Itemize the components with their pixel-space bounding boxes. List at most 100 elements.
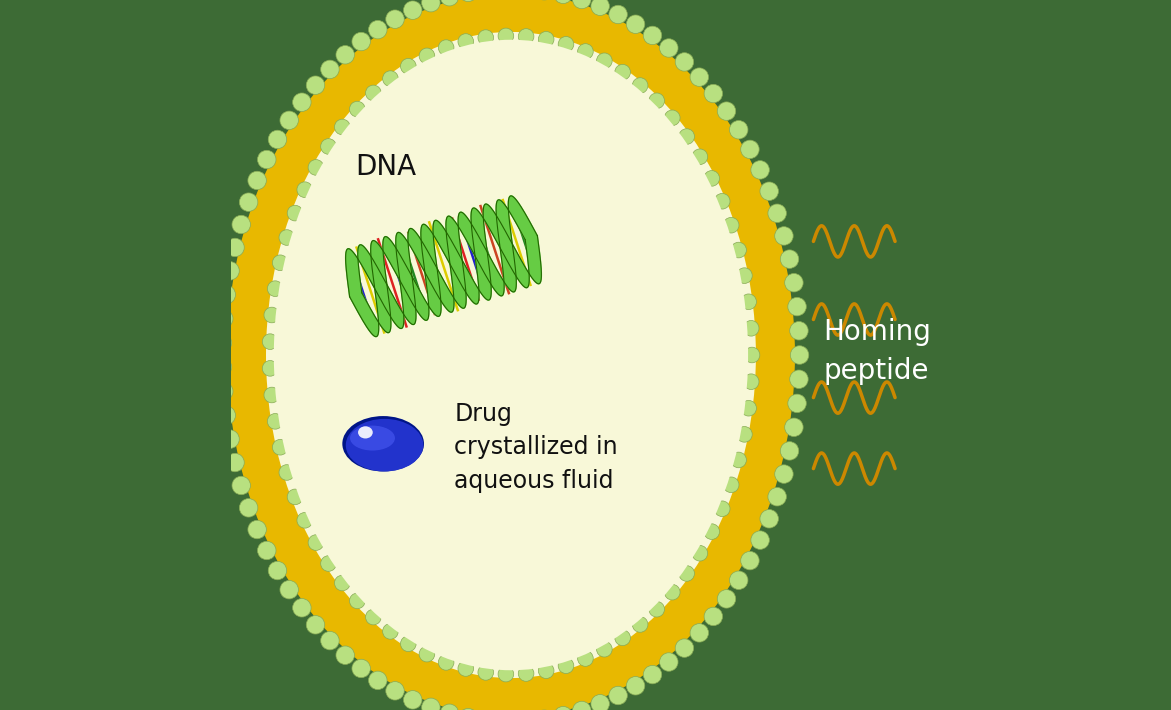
Circle shape xyxy=(649,93,664,109)
Circle shape xyxy=(737,427,752,442)
Circle shape xyxy=(718,102,735,121)
Circle shape xyxy=(577,44,594,60)
Circle shape xyxy=(297,182,313,197)
Circle shape xyxy=(664,110,680,126)
Polygon shape xyxy=(345,196,537,329)
Circle shape xyxy=(760,510,779,528)
Circle shape xyxy=(741,140,759,158)
Circle shape xyxy=(692,545,707,561)
Circle shape xyxy=(336,45,355,64)
Circle shape xyxy=(643,26,662,45)
Circle shape xyxy=(788,297,807,316)
Circle shape xyxy=(785,418,803,437)
Circle shape xyxy=(279,464,295,480)
Ellipse shape xyxy=(227,0,795,710)
Circle shape xyxy=(458,33,473,49)
Circle shape xyxy=(573,701,591,710)
Circle shape xyxy=(730,121,748,139)
Circle shape xyxy=(596,641,612,657)
Circle shape xyxy=(643,665,662,684)
Circle shape xyxy=(365,609,382,625)
Circle shape xyxy=(744,374,759,390)
Circle shape xyxy=(239,193,258,212)
Circle shape xyxy=(615,630,630,645)
Circle shape xyxy=(221,262,239,280)
Circle shape xyxy=(273,439,288,455)
Circle shape xyxy=(321,138,336,154)
Circle shape xyxy=(760,182,779,200)
Circle shape xyxy=(741,294,756,310)
Circle shape xyxy=(268,130,287,148)
Circle shape xyxy=(659,39,678,58)
Circle shape xyxy=(775,226,793,245)
Circle shape xyxy=(400,58,416,74)
Circle shape xyxy=(404,691,422,709)
Circle shape xyxy=(267,413,283,429)
Circle shape xyxy=(609,687,628,705)
Circle shape xyxy=(649,601,664,617)
Circle shape xyxy=(731,242,746,258)
Circle shape xyxy=(690,68,708,87)
Ellipse shape xyxy=(350,425,395,451)
Circle shape xyxy=(438,655,454,670)
Circle shape xyxy=(554,0,573,4)
Circle shape xyxy=(785,273,803,292)
Text: Homing
peptide: Homing peptide xyxy=(823,318,931,385)
Circle shape xyxy=(789,370,808,388)
Circle shape xyxy=(790,346,809,364)
Circle shape xyxy=(263,307,280,323)
Circle shape xyxy=(352,660,370,678)
Circle shape xyxy=(440,704,459,710)
Circle shape xyxy=(591,0,609,16)
Circle shape xyxy=(714,501,730,517)
Circle shape xyxy=(632,617,648,633)
Circle shape xyxy=(308,535,323,550)
Circle shape xyxy=(263,387,280,403)
Circle shape xyxy=(724,217,739,233)
Ellipse shape xyxy=(266,32,756,678)
Circle shape xyxy=(383,623,398,639)
Circle shape xyxy=(287,489,303,505)
Circle shape xyxy=(213,334,232,352)
Circle shape xyxy=(626,15,645,33)
Circle shape xyxy=(751,160,769,179)
Circle shape xyxy=(232,476,251,495)
Circle shape xyxy=(369,671,388,689)
Polygon shape xyxy=(350,204,541,337)
Circle shape xyxy=(632,77,648,93)
Circle shape xyxy=(768,204,787,222)
Circle shape xyxy=(217,285,235,304)
Circle shape xyxy=(609,5,628,23)
Circle shape xyxy=(615,65,630,80)
Circle shape xyxy=(262,334,278,349)
Circle shape xyxy=(591,694,609,710)
Circle shape xyxy=(596,53,612,69)
Circle shape xyxy=(321,556,336,572)
Circle shape xyxy=(248,171,266,190)
Circle shape xyxy=(352,32,370,50)
Circle shape xyxy=(626,677,645,695)
Circle shape xyxy=(519,28,534,44)
Circle shape xyxy=(737,268,752,283)
Circle shape xyxy=(400,636,416,652)
Circle shape xyxy=(307,76,324,94)
Circle shape xyxy=(349,593,365,608)
Circle shape xyxy=(659,652,678,671)
Ellipse shape xyxy=(274,40,748,670)
Circle shape xyxy=(383,71,398,87)
Circle shape xyxy=(519,666,534,682)
Circle shape xyxy=(559,36,574,52)
Circle shape xyxy=(273,255,288,271)
Circle shape xyxy=(741,400,756,416)
Circle shape xyxy=(308,160,323,175)
Circle shape xyxy=(788,394,807,413)
Circle shape xyxy=(287,205,303,221)
Circle shape xyxy=(365,85,382,101)
Ellipse shape xyxy=(342,416,424,471)
Circle shape xyxy=(335,575,350,591)
Circle shape xyxy=(404,1,422,19)
Circle shape xyxy=(478,30,493,45)
Circle shape xyxy=(704,524,719,540)
Circle shape xyxy=(478,665,493,680)
Circle shape xyxy=(258,541,276,559)
